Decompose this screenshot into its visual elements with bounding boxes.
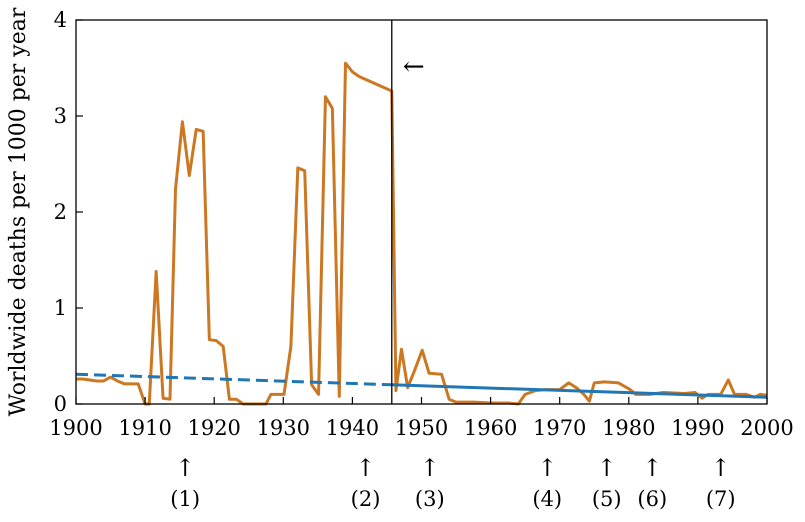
y-axis-label: Worldwide deaths per 1000 per year <box>6 7 31 416</box>
event-label-7: (7) <box>706 487 736 511</box>
y-tick-label: 4 <box>54 8 67 32</box>
event-label-1: (1) <box>170 487 200 511</box>
y-tick-label: 2 <box>54 200 67 224</box>
x-tick-label: 2000 <box>740 416 793 440</box>
event-arrow-icon: ↑ <box>420 454 440 482</box>
y-tick-label: 0 <box>54 392 67 416</box>
series-layer <box>75 61 768 406</box>
y-tick-label: 3 <box>54 104 67 128</box>
event-arrow-icon: ↑ <box>355 454 375 482</box>
x-tick-label: 1920 <box>187 416 240 440</box>
x-tick-label: 1910 <box>118 416 171 440</box>
event-arrow-icon: ↑ <box>642 454 662 482</box>
event-label-5: (5) <box>592 487 622 511</box>
series-line-1 <box>76 61 768 406</box>
x-tick-label: 1980 <box>602 416 655 440</box>
event-arrow-icon: ↑ <box>537 454 557 482</box>
event-label-6: (6) <box>637 487 667 511</box>
x-tick-label: 1930 <box>257 416 310 440</box>
x-tick-label: 1970 <box>533 416 586 440</box>
x-tick-label: 1900 <box>49 416 102 440</box>
event-label-3: (3) <box>415 487 445 511</box>
event-label-2: (2) <box>351 487 381 511</box>
series-line-3 <box>391 383 768 399</box>
series-line-2 <box>75 372 392 387</box>
x-tick-label: 1950 <box>395 416 448 440</box>
x-tick-label: 1990 <box>671 416 724 440</box>
event-arrow-icon: ↑ <box>711 454 731 482</box>
event-arrow-icon: ↑ <box>597 454 617 482</box>
axis-ticks: 1900 1910 1920 1930 1940 1950 1960 1970 1980 1990… <box>49 8 793 440</box>
x-tick-label: 1940 <box>326 416 379 440</box>
annotations: ← ↑ (1) ↑ (2) ↑ (3) ↑ (4) ↑ (5) ↑ (6) ↑ (7) <box>170 52 735 511</box>
event-arrow-icon: ↑ <box>175 454 195 482</box>
y-tick-label: 1 <box>54 296 67 320</box>
x-tick-label: 1960 <box>464 416 517 440</box>
arrow-annotation: ← <box>403 52 425 82</box>
event-label-4: (4) <box>532 487 562 511</box>
